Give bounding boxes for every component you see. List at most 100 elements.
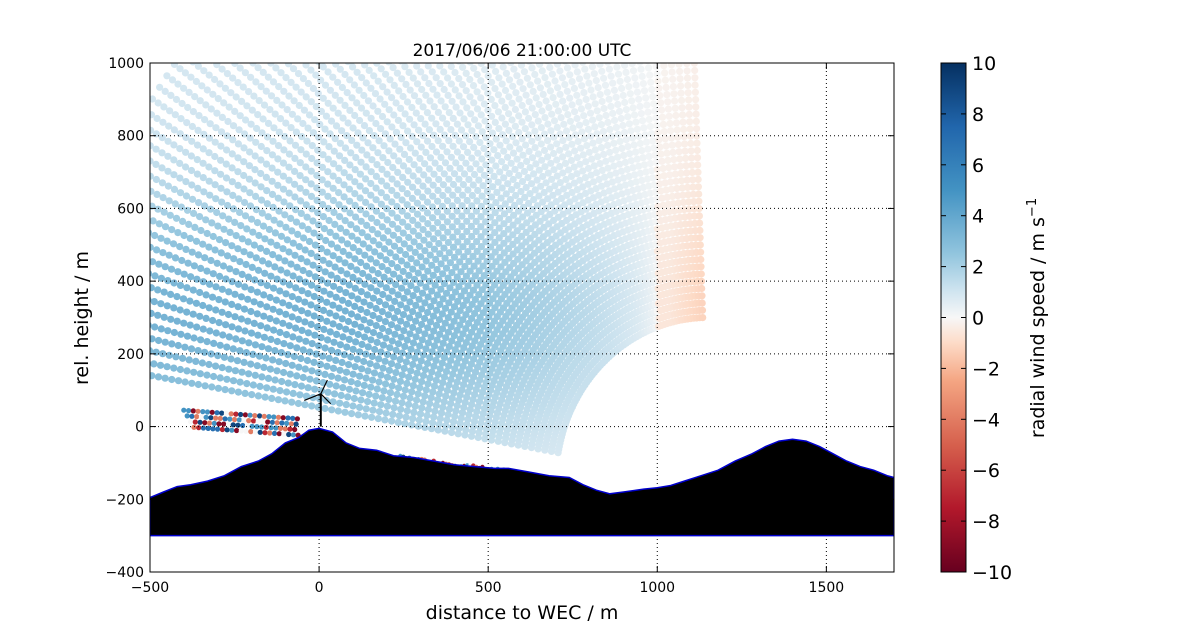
scan-point bbox=[190, 408, 196, 414]
scan-point bbox=[335, 201, 343, 209]
scan-point bbox=[302, 337, 310, 345]
scan-point bbox=[689, 176, 697, 184]
scan-point bbox=[388, 175, 396, 183]
scan-point bbox=[326, 130, 334, 138]
scan-point bbox=[507, 63, 515, 67]
scan-point bbox=[661, 69, 669, 77]
scan-point bbox=[383, 373, 392, 381]
scan-point bbox=[280, 198, 288, 206]
scan-point bbox=[682, 154, 690, 162]
scan-point bbox=[542, 97, 550, 105]
scan-point bbox=[279, 159, 288, 167]
scan-point bbox=[482, 238, 490, 246]
scan-point bbox=[360, 298, 368, 306]
scan-point bbox=[152, 348, 160, 356]
scan-point bbox=[528, 205, 537, 213]
scan-point bbox=[571, 147, 579, 155]
scan-point bbox=[396, 355, 404, 364]
scan-point bbox=[679, 191, 687, 199]
scan-point bbox=[186, 297, 194, 305]
scan-point bbox=[203, 371, 211, 379]
scan-point bbox=[287, 78, 295, 86]
scan-point bbox=[347, 262, 355, 270]
scan-point bbox=[368, 352, 376, 361]
scan-point bbox=[568, 101, 576, 109]
scan-point bbox=[378, 324, 387, 333]
scan-point bbox=[469, 252, 477, 260]
scan-point bbox=[688, 154, 696, 162]
scan-point bbox=[208, 415, 214, 421]
scan-point bbox=[556, 130, 564, 138]
scan-point bbox=[281, 397, 289, 405]
scan-point bbox=[410, 92, 419, 100]
scan-point bbox=[176, 189, 185, 197]
scan-point bbox=[442, 264, 451, 272]
scan-point bbox=[664, 105, 673, 113]
scan-point bbox=[367, 383, 375, 391]
scan-point bbox=[388, 94, 396, 102]
scan-point bbox=[361, 412, 369, 420]
scan-point bbox=[582, 119, 590, 127]
scan-point bbox=[613, 63, 621, 71]
scan-point bbox=[188, 379, 196, 387]
scan-point bbox=[231, 218, 239, 226]
scan-point bbox=[236, 417, 242, 423]
scan-point bbox=[231, 416, 238, 423]
scan-point bbox=[456, 164, 464, 172]
scan-point bbox=[197, 336, 205, 344]
scan-point bbox=[187, 166, 196, 175]
scan-point bbox=[221, 421, 227, 427]
scan-point bbox=[403, 407, 411, 415]
scan-point bbox=[375, 355, 383, 363]
scan-point bbox=[637, 110, 645, 118]
scan-point bbox=[614, 176, 622, 184]
scan-point bbox=[504, 235, 512, 243]
scan-point bbox=[383, 402, 391, 410]
scan-point bbox=[693, 132, 701, 140]
scan-point bbox=[574, 137, 582, 146]
scan-point bbox=[417, 357, 425, 365]
scan-point bbox=[483, 257, 491, 265]
scan-point bbox=[500, 210, 509, 218]
scan-point bbox=[652, 158, 660, 166]
scan-point bbox=[646, 122, 655, 131]
scan-point bbox=[276, 287, 284, 295]
scan-point bbox=[164, 182, 172, 190]
scan-point bbox=[424, 380, 432, 388]
scan-point bbox=[366, 301, 374, 309]
scan-point bbox=[409, 172, 417, 180]
scan-point bbox=[623, 165, 631, 173]
scan-point bbox=[577, 144, 585, 152]
scan-point bbox=[330, 208, 338, 217]
scan-point bbox=[388, 186, 396, 195]
scan-point bbox=[231, 107, 239, 115]
scan-point bbox=[295, 275, 303, 283]
scan-point bbox=[333, 330, 341, 338]
scan-point bbox=[216, 374, 224, 382]
scan-point bbox=[167, 290, 175, 298]
y-tick-label: −200 bbox=[106, 492, 144, 508]
scan-point bbox=[194, 380, 202, 389]
scan-point bbox=[521, 193, 529, 201]
scan-point bbox=[397, 257, 406, 265]
scan-point bbox=[152, 175, 160, 184]
scan-point bbox=[368, 413, 376, 421]
scan-point bbox=[459, 191, 467, 199]
scan-point bbox=[294, 70, 303, 78]
scan-point bbox=[251, 152, 259, 160]
scan-point bbox=[436, 330, 444, 338]
scan-point bbox=[466, 138, 474, 146]
scan-point bbox=[150, 284, 155, 292]
scan-point bbox=[362, 262, 371, 270]
scan-point bbox=[269, 419, 275, 425]
scan-point bbox=[199, 159, 207, 167]
scan-point bbox=[435, 316, 443, 324]
scan-point bbox=[356, 170, 364, 178]
scan-point bbox=[426, 251, 434, 259]
scan-point bbox=[277, 232, 285, 240]
scan-point bbox=[194, 347, 202, 355]
scan-point bbox=[518, 177, 527, 186]
scan-point bbox=[212, 195, 220, 203]
scan-point bbox=[353, 266, 361, 274]
scan-point bbox=[291, 304, 299, 312]
